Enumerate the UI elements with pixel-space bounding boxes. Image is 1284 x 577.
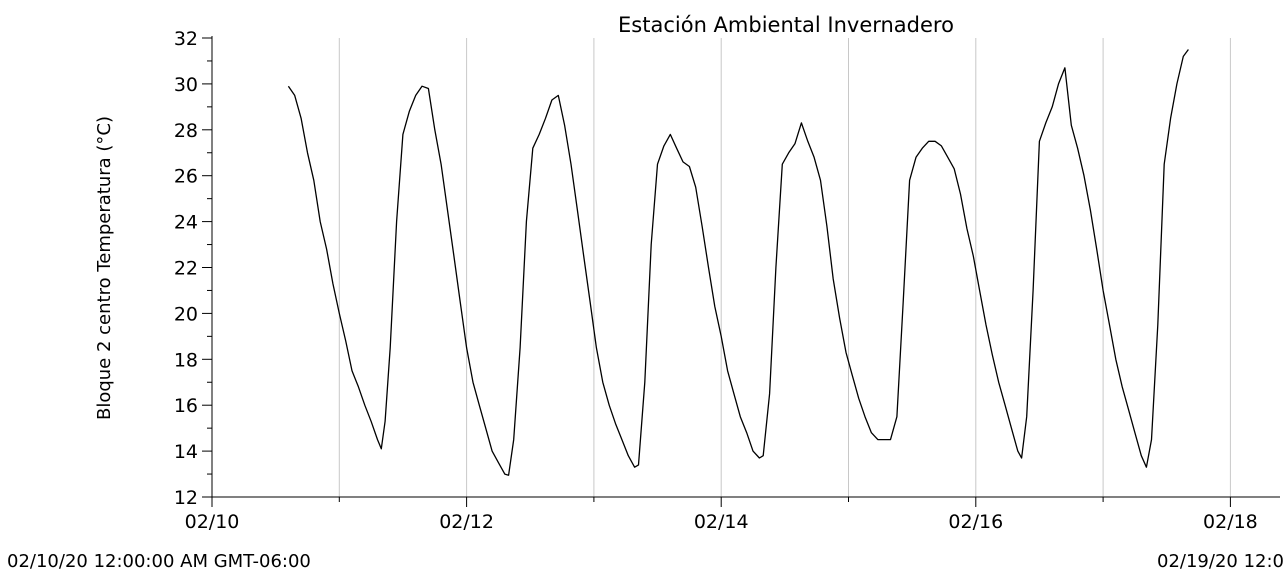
- y-axis-ticks: 12 14 16 18 20 22 24 26 28 30 32: [174, 28, 212, 509]
- chart-title: Estación Ambiental Invernadero: [618, 13, 954, 37]
- y-tick-label: 22: [174, 258, 198, 280]
- y-tick-label: 12: [174, 487, 198, 509]
- range-end-label: 02/19/20 12:00:00 AM GMT-06:00: [1157, 551, 1284, 572]
- x-tick-label: 02/14: [694, 511, 749, 533]
- series-group: [287, 49, 1189, 476]
- y-tick-label: 28: [174, 120, 198, 142]
- x-tick-label: 02/10: [185, 511, 240, 533]
- y-tick-label: 30: [174, 74, 198, 96]
- y-tick-label: 18: [174, 349, 198, 371]
- x-tick-label: 02/16: [948, 511, 1003, 533]
- y-tick-label: 14: [174, 441, 198, 463]
- range-start-label: 02/10/20 12:00:00 AM GMT-06:00: [7, 551, 311, 572]
- axes: [211, 36, 1280, 498]
- x-tick-label: 02/18: [1203, 511, 1258, 533]
- temperature-series-line: [287, 49, 1189, 476]
- y-tick-label: 20: [174, 303, 198, 325]
- y-tick-label: 32: [174, 28, 198, 50]
- y-tick-label: 26: [174, 166, 198, 188]
- x-axis-ticks: 02/10 02/12 02/14 02/16 02/18: [185, 497, 1258, 533]
- grid-lines: [338, 38, 1231, 497]
- y-tick-label: 24: [174, 212, 198, 234]
- x-tick-label: 02/12: [439, 511, 494, 533]
- y-axis-label: Bloque 2 centro Temperatura (°C): [94, 116, 115, 420]
- y-tick-label: 16: [174, 395, 198, 417]
